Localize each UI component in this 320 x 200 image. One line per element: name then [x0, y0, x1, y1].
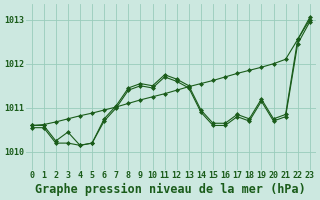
- X-axis label: Graphe pression niveau de la mer (hPa): Graphe pression niveau de la mer (hPa): [35, 183, 306, 196]
